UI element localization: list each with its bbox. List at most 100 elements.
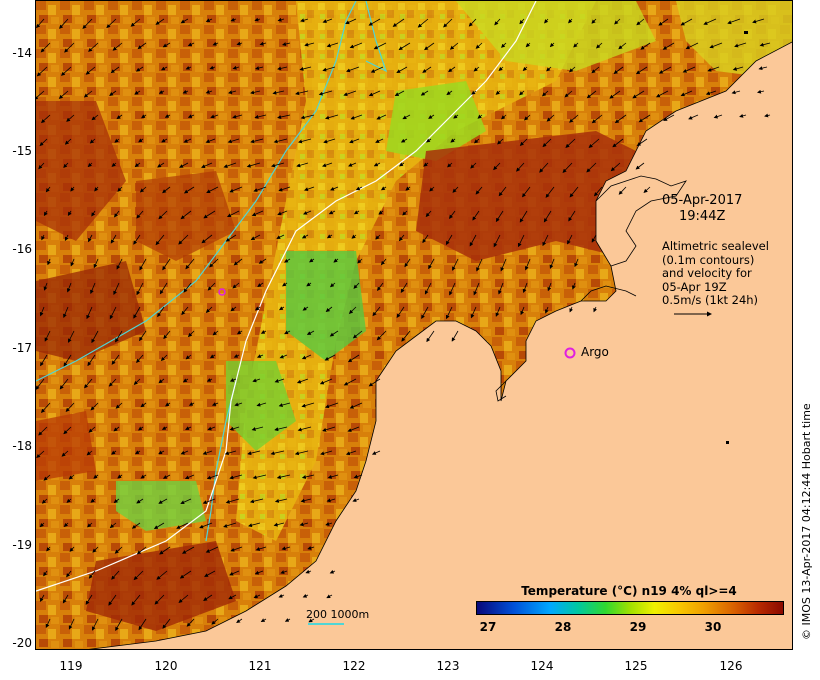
velocity-arrow: [68, 618, 75, 630]
velocity-arrow: [133, 378, 141, 385]
sst-warm-patch-6: [36, 411, 96, 481]
velocity-arrow: [300, 114, 315, 120]
credit-text: © IMOS 13-Apr-2017 04:12:44 Hobart time: [800, 403, 813, 640]
velocity-arrow: [93, 474, 99, 479]
velocity-arrow: [248, 522, 261, 528]
velocity-arrow: [63, 162, 69, 168]
velocity-arrow: [137, 42, 147, 50]
velocity-arrow: [752, 18, 765, 24]
velocity-arrow: [203, 594, 213, 601]
island: [744, 31, 748, 34]
velocity-arrow: [256, 354, 264, 358]
velocity-arrow: [278, 186, 291, 192]
velocity-arrow: [110, 234, 117, 244]
velocity-arrow: [255, 546, 267, 551]
velocity-arrow: [471, 90, 477, 95]
velocity-arrow: [294, 450, 309, 456]
colorbar-tick: 30: [704, 620, 722, 634]
velocity-arrow: [223, 522, 237, 528]
velocity-arrow: [63, 426, 72, 435]
velocity-arrow: [88, 426, 96, 433]
velocity-arrow: [376, 330, 387, 341]
sst-mid-band: [236, 1, 596, 541]
velocity-arrow: [68, 474, 75, 480]
sst-cool-patch-1: [386, 81, 486, 161]
velocity-arrow: [88, 42, 99, 52]
velocity-arrow: [426, 330, 435, 343]
velocity-arrow: [612, 138, 624, 148]
velocity-arrow: [449, 42, 459, 50]
velocity-arrow: [707, 66, 720, 72]
velocity-arrow: [568, 210, 576, 222]
velocity-arrow: [109, 522, 117, 529]
velocity-arrow: [225, 498, 240, 504]
velocity-arrow: [136, 498, 144, 504]
velocity-arrow: [330, 186, 339, 191]
velocity-arrow: [161, 138, 168, 143]
velocity-arrow: [400, 282, 408, 293]
velocity-arrow: [373, 162, 381, 167]
velocity-arrow: [662, 42, 675, 50]
velocity-arrow: [519, 138, 528, 146]
velocity-arrow: [155, 18, 165, 25]
velocity-arrow: [62, 594, 69, 604]
velocity-arrow: [162, 42, 171, 48]
velocity-arrow: [114, 210, 120, 218]
velocity-arrow: [452, 258, 459, 271]
velocity-arrow: [380, 186, 387, 191]
velocity-arrow: [306, 282, 312, 287]
lon-tick: 122: [342, 659, 366, 673]
velocity-arrow: [64, 234, 69, 242]
velocity-arrow: [318, 90, 333, 96]
velocity-arrow: [352, 330, 363, 339]
velocity-arrow: [732, 66, 744, 71]
velocity-arrow: [158, 210, 168, 220]
velocity-arrow: [40, 354, 48, 367]
velocity-arrow: [232, 282, 240, 289]
velocity-arrow: [307, 546, 315, 550]
velocity-arrow: [90, 498, 96, 503]
velocity-arrow: [61, 66, 72, 76]
velocity-arrow: [425, 210, 432, 218]
velocity-arrow: [63, 522, 69, 528]
map-frame[interactable]: [35, 0, 793, 650]
velocity-arrow: [39, 306, 45, 317]
velocity-arrow: [250, 234, 261, 240]
velocity-arrow: [296, 378, 309, 384]
velocity-arrow: [139, 258, 147, 271]
velocity-arrow: [345, 450, 357, 456]
sst-warm-patch-5: [86, 541, 236, 631]
velocity-arrow: [547, 282, 552, 292]
velocity-arrow: [300, 18, 309, 23]
velocity-arrow: [182, 546, 195, 554]
velocity-arrow: [759, 42, 771, 47]
velocity-arrow: [225, 234, 237, 242]
velocity-arrow: [116, 258, 123, 270]
velocity-arrow: [428, 114, 435, 119]
velocity-arrow: [136, 546, 147, 555]
velocity-arrow: [325, 402, 339, 409]
velocity-arrow: [549, 42, 555, 48]
sst-warm-patch-1: [36, 101, 126, 241]
temperature-colorbar: [476, 601, 784, 615]
velocity-arrow: [377, 282, 384, 291]
velocity-arrow: [613, 66, 624, 74]
velocity-arrow: [351, 234, 357, 239]
velocity-arrow: [688, 114, 699, 120]
velocity-arrow: [348, 306, 357, 314]
velocity-arrow: [323, 138, 336, 144]
velocity-arrow: [401, 330, 411, 342]
colorbar-tick: 27: [479, 620, 497, 634]
velocity-arrow: [680, 90, 693, 97]
velocity-arrow: [159, 546, 171, 555]
velocity-arrow: [46, 546, 51, 552]
velocity-arrow: [353, 210, 360, 215]
velocity-arrow: [493, 162, 501, 171]
time-label: 19:44Z: [679, 209, 726, 224]
info-line: 0.5m/s (1kt 24h): [662, 293, 759, 307]
velocity-arrow: [183, 186, 195, 194]
sst-map[interactable]: [36, 1, 793, 650]
velocity-arrow: [111, 570, 120, 580]
velocity-arrow: [703, 18, 717, 25]
velocity-arrow: [284, 330, 291, 335]
